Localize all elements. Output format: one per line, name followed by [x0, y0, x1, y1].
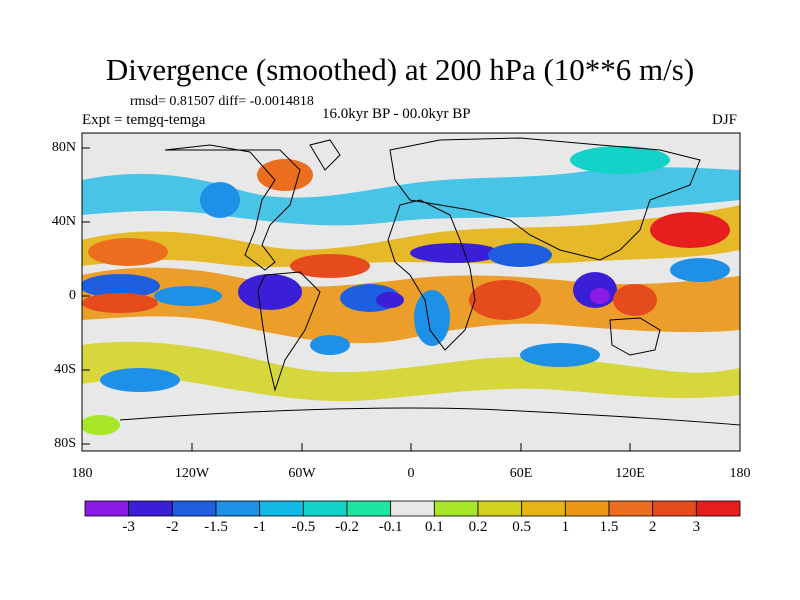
lat-label: 0	[69, 288, 76, 303]
colorbar-swatch	[433, 500, 479, 517]
colorbar-swatch	[652, 500, 697, 517]
lon-label: 180	[729, 466, 751, 481]
lon-label: 120W	[174, 466, 210, 481]
colorbar-label: 1	[561, 519, 570, 535]
colorbar-swatch	[171, 500, 217, 517]
colorbar-label: -0.5	[291, 519, 316, 535]
axis-ticks	[81, 147, 741, 451]
colorbar-label: 0.1	[424, 519, 444, 535]
colorbar-label: -0.2	[335, 519, 359, 535]
colorbar-swatch	[390, 500, 435, 517]
lat-label: 80S	[54, 436, 76, 451]
colorbar	[84, 500, 741, 517]
colorbar-label: 0.2	[468, 519, 488, 535]
colorbar-swatch	[477, 500, 523, 517]
lat-label: 80N	[51, 140, 76, 155]
plot-title: Divergence (smoothed) at 200 hPa (10**6 …	[105, 52, 695, 87]
season-label: DJF	[712, 112, 738, 128]
colorbar-label: -1.5	[204, 519, 228, 535]
lon-label: 0	[407, 466, 415, 481]
colorbar-swatch	[521, 500, 566, 517]
colorbar-swatch	[346, 500, 392, 517]
colorbar-swatch	[695, 500, 741, 517]
stats-text: rmsd= 0.81507 diff= -0.0014818	[130, 94, 314, 109]
lon-label: 120E	[615, 466, 645, 481]
lon-label: 60E	[509, 466, 533, 481]
colorbar-label: -2	[166, 519, 179, 535]
experiment-text: Expt = temgq-temga	[82, 112, 206, 128]
colorbar-label: 1.5	[599, 519, 619, 535]
divergence-field	[82, 133, 740, 451]
colorbar-swatch	[259, 500, 304, 517]
lon-label: 180	[71, 466, 93, 481]
colorbar-label: -3	[122, 519, 135, 535]
colorbar-label: 3	[692, 519, 701, 535]
colorbar-swatch	[84, 500, 130, 517]
colorbar-swatch	[608, 500, 654, 517]
colorbar-label: -0.1	[378, 519, 403, 535]
colorbar-swatch	[215, 500, 261, 517]
coastlines	[119, 137, 740, 426]
lon-label: 60W	[288, 466, 316, 481]
colorbar-swatch	[564, 500, 610, 517]
colorbar-label: 2	[648, 519, 657, 535]
period-text: 16.0kyr BP - 00.0kyr BP	[322, 106, 471, 122]
colorbar-swatch	[128, 500, 173, 517]
lat-label: 40S	[54, 362, 76, 377]
colorbar-label: 0.5	[512, 519, 532, 535]
colorbar-swatch	[302, 500, 348, 517]
colorbar-label: -1	[253, 519, 266, 535]
lat-label: 40N	[51, 214, 76, 229]
